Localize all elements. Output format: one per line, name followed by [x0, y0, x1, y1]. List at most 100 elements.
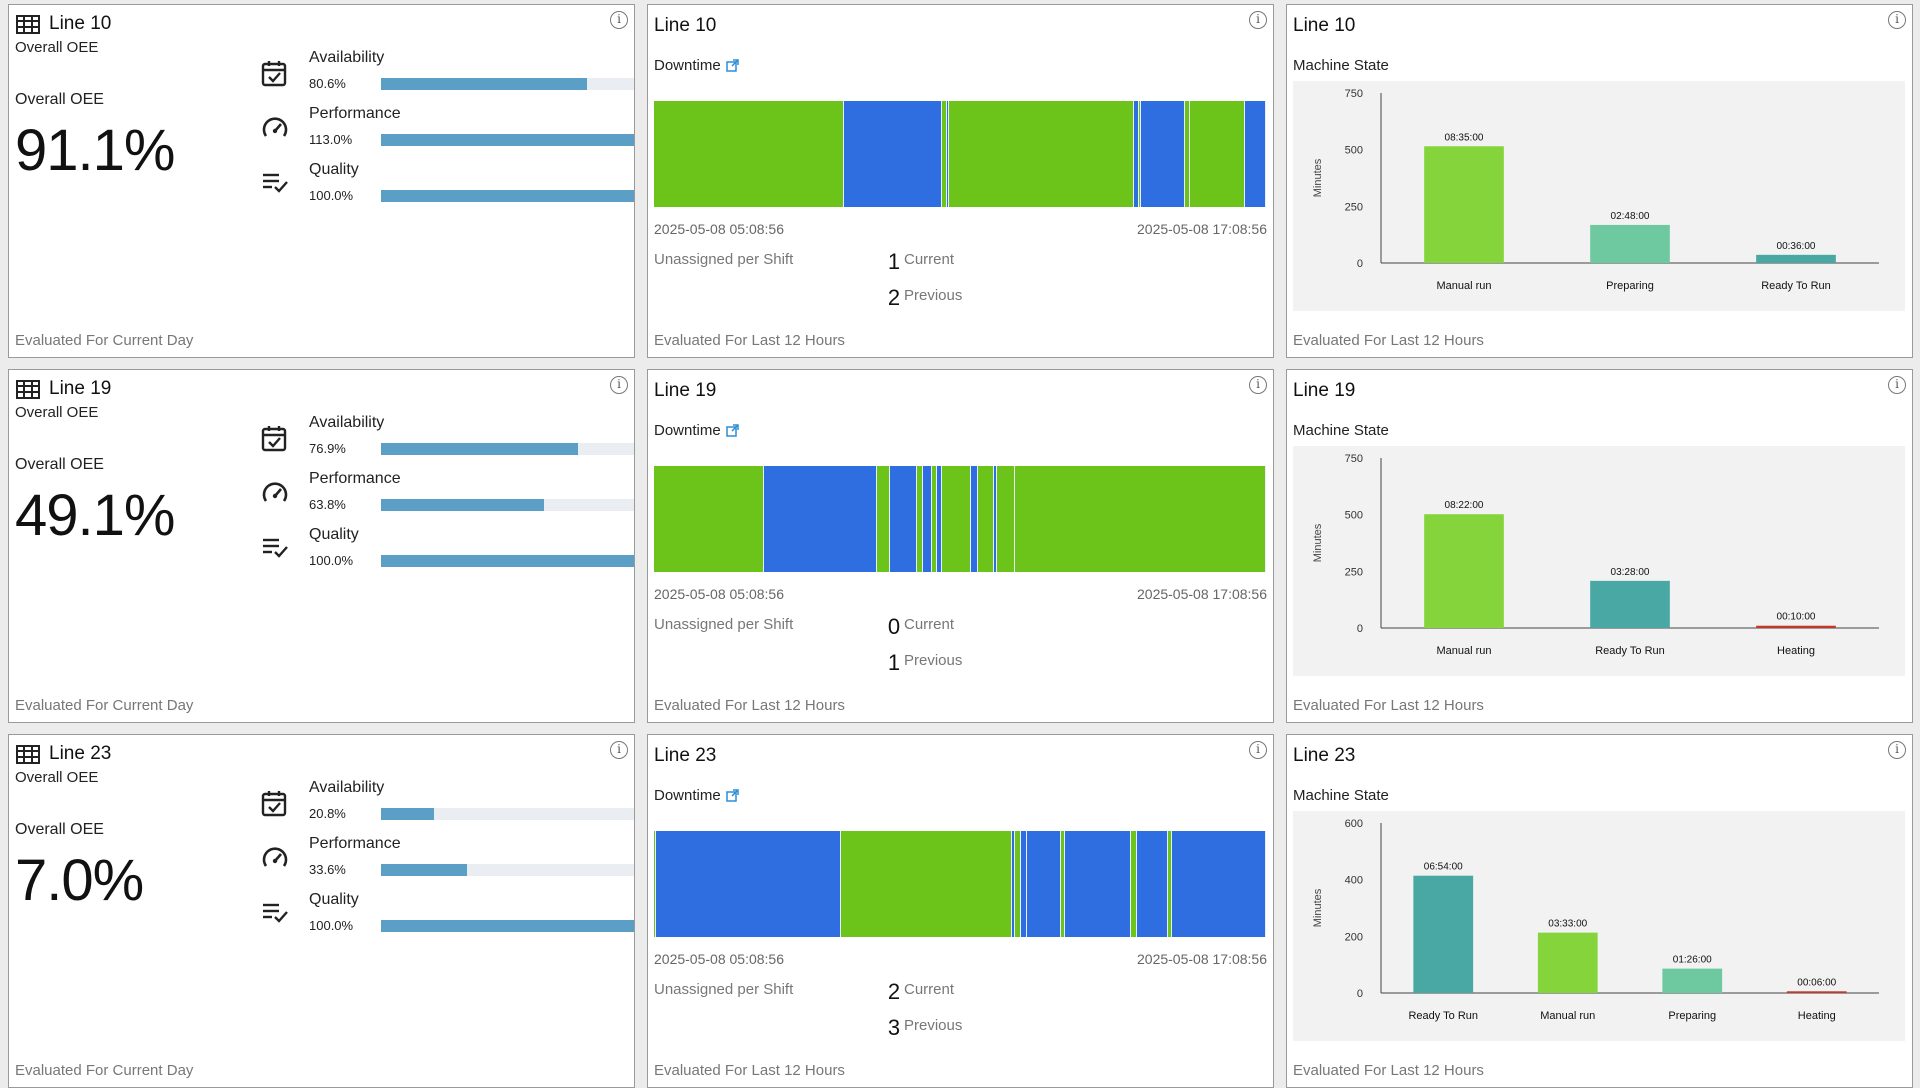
oee-label: Overall OEE	[15, 91, 104, 108]
info-icon[interactable]: i	[610, 376, 628, 394]
metric-performance: Performance 113.0%	[261, 105, 634, 161]
timeline-segment[interactable]	[948, 101, 1135, 207]
metric-availability: Availability 20.8%	[261, 779, 634, 835]
timeline-segment[interactable]	[996, 466, 1016, 572]
chart-bar[interactable]	[1786, 991, 1847, 993]
external-link-icon[interactable]	[725, 424, 739, 437]
oee-label: Overall OEE	[15, 821, 104, 838]
timeline-segment[interactable]	[1141, 101, 1186, 207]
metric-name: Performance	[309, 835, 401, 852]
bar-value-label: 02:48:00	[1611, 211, 1650, 222]
info-icon[interactable]: i	[1249, 741, 1267, 759]
checklist-icon	[261, 536, 289, 565]
timeline-segment[interactable]	[1190, 101, 1245, 207]
oee-value: 49.1%	[15, 483, 175, 548]
timeline-segment[interactable]	[946, 101, 949, 207]
line-name: Line 10	[654, 15, 717, 36]
timeline-segment[interactable]	[937, 466, 942, 572]
chart-bar[interactable]	[1662, 968, 1723, 993]
timeline-segment[interactable]	[1134, 101, 1139, 207]
timeline-segment[interactable]	[1027, 831, 1061, 937]
timeline-segment[interactable]	[889, 466, 918, 572]
card-footer: Evaluated For Current Day	[15, 1062, 194, 1079]
external-link-icon[interactable]	[725, 59, 739, 72]
previous-count: 3	[887, 1015, 901, 1040]
downtime-link[interactable]: Downtime	[654, 422, 739, 439]
timeline-segment[interactable]	[840, 831, 1013, 937]
info-icon[interactable]: i	[1888, 11, 1906, 29]
machine-state-label: Machine State	[1293, 787, 1389, 804]
timeline-segment[interactable]	[843, 101, 942, 207]
metric-name: Availability	[309, 779, 385, 796]
downtime-link[interactable]: Downtime	[654, 57, 739, 74]
chart-bar[interactable]	[1756, 254, 1836, 263]
downtime-timeline[interactable]	[654, 101, 1266, 207]
chart-bar[interactable]	[1424, 514, 1504, 628]
chart-bar[interactable]	[1756, 625, 1836, 628]
chart-bar[interactable]	[1590, 580, 1670, 628]
y-tick-label: 0	[1357, 258, 1363, 270]
line-name: Line 19	[49, 378, 112, 399]
timeline-segment[interactable]	[1131, 831, 1138, 937]
downtime-card: Line 23 i Downtime 2025-05-08 05:08:56 2025-…	[647, 734, 1274, 1088]
info-icon[interactable]: i	[610, 741, 628, 759]
card-footer: Evaluated For Last 12 Hours	[1293, 697, 1484, 714]
chart-background	[1293, 446, 1905, 676]
previous-label: Previous	[904, 287, 963, 304]
timeline-segment[interactable]	[764, 466, 878, 572]
timeline-segment[interactable]	[1060, 831, 1066, 937]
timeline-segment[interactable]	[1012, 831, 1016, 937]
info-icon[interactable]: i	[1249, 376, 1267, 394]
metric-progress-fill	[381, 190, 634, 202]
x-tick-label: Ready To Run	[1408, 1010, 1478, 1022]
timeline-segment[interactable]	[1168, 831, 1172, 937]
downtime-card: Line 10 i Downtime 2025-05-08 05:08:56 2025-…	[647, 4, 1274, 358]
timeline-segment[interactable]	[1021, 831, 1028, 937]
timeline-segment[interactable]	[971, 466, 979, 572]
chart-bar[interactable]	[1590, 224, 1670, 263]
timeline-segment[interactable]	[877, 466, 890, 572]
external-link-icon[interactable]	[725, 789, 739, 802]
timeline-segment[interactable]	[978, 466, 994, 572]
info-icon[interactable]: i	[1888, 741, 1906, 759]
timeline-segment[interactable]	[1138, 101, 1142, 207]
timeline-segment[interactable]	[1185, 101, 1191, 207]
info-icon[interactable]: i	[1249, 11, 1267, 29]
downtime-timeline[interactable]	[654, 831, 1266, 937]
metric-progress-fill	[381, 808, 435, 820]
timeline-segment[interactable]	[1171, 831, 1266, 937]
downtime-timeline[interactable]	[654, 466, 1266, 572]
timeline-segment[interactable]	[654, 466, 765, 572]
downtime-label: Downtime	[654, 57, 721, 74]
timeline-end: 2025-05-08 17:08:56	[1137, 586, 1267, 602]
timeline-segment[interactable]	[941, 101, 947, 207]
info-icon[interactable]: i	[1888, 376, 1906, 394]
timeline-segment[interactable]	[654, 101, 844, 207]
timeline-segment[interactable]	[923, 466, 933, 572]
oee-value: 7.0%	[15, 848, 144, 913]
chart-bar[interactable]	[1424, 146, 1504, 263]
metric-progress-track	[381, 78, 634, 90]
timeline-segment[interactable]	[932, 466, 938, 572]
timeline-segment[interactable]	[941, 466, 971, 572]
metric-progress-track	[381, 555, 634, 567]
timeline-segment[interactable]	[1137, 831, 1169, 937]
timeline-segment[interactable]	[1015, 466, 1266, 572]
y-axis-label: Minutes	[1312, 888, 1324, 927]
line-name: Line 19	[654, 380, 717, 401]
oee-label: Overall OEE	[15, 456, 104, 473]
chart-bar[interactable]	[1413, 875, 1474, 993]
chart-bar[interactable]	[1537, 932, 1598, 993]
timeline-segment[interactable]	[993, 466, 997, 572]
info-icon[interactable]: i	[610, 11, 628, 29]
timeline-segment[interactable]	[1244, 101, 1266, 207]
timeline-start: 2025-05-08 05:08:56	[654, 951, 784, 967]
downtime-link[interactable]: Downtime	[654, 787, 739, 804]
timeline-segment[interactable]	[655, 831, 841, 937]
timeline-segment[interactable]	[654, 831, 656, 937]
timeline-segment[interactable]	[1015, 831, 1022, 937]
unassigned-label: Unassigned per Shift	[654, 251, 794, 268]
bar-value-label: 00:06:00	[1797, 977, 1836, 988]
timeline-segment[interactable]	[1065, 831, 1132, 937]
timeline-segment[interactable]	[917, 466, 924, 572]
